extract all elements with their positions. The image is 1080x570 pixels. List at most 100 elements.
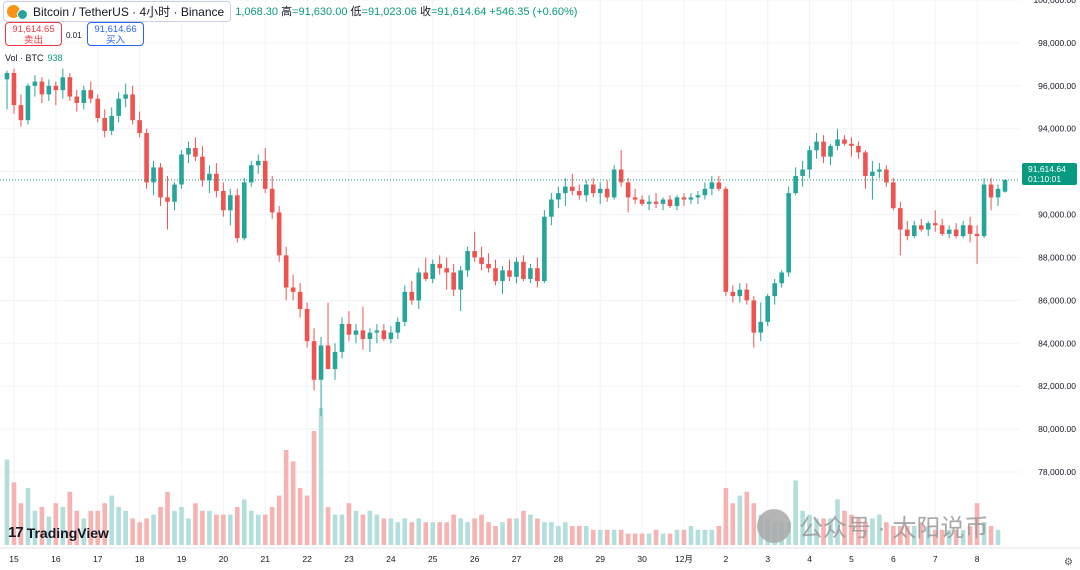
volume-bar — [681, 529, 687, 545]
price-tick-label: 96,000.00 — [1038, 81, 1076, 91]
volume-legend-value: 938 — [47, 53, 63, 63]
candle-body — [779, 272, 784, 284]
volume-bar — [367, 510, 373, 545]
candle-body — [221, 190, 226, 211]
volume-bar — [625, 533, 631, 545]
candle-body — [402, 291, 408, 322]
volume-bar — [207, 510, 212, 545]
volume-bar — [18, 503, 24, 545]
candle-body — [877, 169, 882, 172]
volume-bar — [953, 529, 959, 545]
candle-body — [395, 321, 401, 333]
time-tick-label: 12月 — [675, 554, 693, 564]
volume-bar — [709, 529, 715, 545]
candle-body — [493, 268, 498, 282]
candle-body — [653, 201, 659, 204]
candle-body — [339, 323, 345, 352]
candle-body — [444, 268, 449, 273]
candle-body — [981, 184, 987, 237]
volume-bar — [632, 533, 638, 545]
time-tick-label: 20 — [219, 554, 229, 564]
candle-body — [193, 148, 198, 157]
candle-body — [423, 272, 429, 279]
time-tick-label: 28 — [554, 554, 564, 564]
sell-button[interactable]: 91,614.65 卖出 — [5, 22, 62, 46]
candle-body — [646, 201, 652, 204]
volume-bar — [967, 526, 973, 545]
candle-body — [81, 90, 87, 103]
volume-bar — [88, 510, 94, 545]
tether-coin-icon — [17, 8, 28, 20]
candle-body — [465, 251, 470, 271]
time-tick-label: 22 — [302, 554, 312, 564]
volume-bar — [39, 507, 45, 545]
volume-bar — [744, 491, 750, 545]
volume-bar — [807, 514, 812, 545]
price-tick-label: 90,000.00 — [1038, 210, 1076, 220]
candle-body — [597, 188, 603, 194]
candle-body — [46, 85, 52, 95]
price-tick-label: 98,000.00 — [1038, 38, 1076, 48]
ohlc-close-value: =91,614.64 — [430, 6, 487, 18]
volume-bar — [563, 522, 568, 545]
candle-body — [297, 291, 303, 309]
candle-body — [276, 212, 282, 256]
volume-bar — [346, 503, 352, 545]
candle-body — [353, 330, 359, 335]
volume-bar — [639, 533, 645, 545]
volume-bar — [918, 522, 924, 545]
tradingview-logo[interactable]: 17 TradingView — [8, 524, 109, 541]
candle-body — [549, 199, 554, 217]
time-axis[interactable]: 15 16 17 18 19 20 21 22 23 24 25 26 27 28 29 30 12月 2 3 4 5 6… — [0, 547, 1080, 564]
candle-body — [74, 96, 80, 103]
candle-body — [793, 175, 798, 194]
price-axis[interactable]: 78,000.00 80,000.00 82,000.00 84,000.00 86,0… — [1033, 0, 1076, 477]
price-tick-label: 82,000.00 — [1038, 381, 1076, 391]
volume-bar — [507, 518, 512, 545]
gear-icon[interactable]: ⚙ — [1064, 557, 1073, 568]
volume-bar — [611, 529, 617, 545]
candle-body — [639, 199, 645, 204]
candle-body — [751, 300, 757, 333]
volume-bars — [4, 408, 1001, 545]
candle-body — [569, 186, 575, 191]
candle-body — [130, 94, 135, 121]
volume-bar — [283, 450, 289, 545]
candle-body — [207, 173, 212, 181]
candle-body — [437, 263, 443, 269]
candle-body — [409, 291, 415, 301]
volume-bar — [276, 495, 282, 545]
volume-bar — [576, 526, 582, 545]
time-tick-label: 16 — [51, 554, 61, 564]
volume-bar — [360, 514, 366, 545]
candle-body — [458, 270, 463, 290]
volume-bar — [67, 491, 73, 545]
candle-body — [479, 257, 484, 264]
candle-body — [904, 229, 910, 237]
volume-bar — [549, 522, 554, 545]
volume-bar — [304, 495, 310, 545]
volume-bar — [493, 526, 498, 545]
volume-bar — [172, 510, 177, 545]
time-tick-label: 19 — [177, 554, 187, 564]
volume-legend[interactable]: Vol · BTC 938 — [5, 53, 63, 63]
candle-body — [381, 330, 387, 340]
volume-bar — [932, 529, 938, 545]
buy-button[interactable]: 91,614.66 买入 — [87, 22, 144, 46]
volume-bar — [618, 529, 624, 545]
volume-bar — [374, 514, 380, 545]
chart-header: Bitcoin / TetherUS · 4小时 · Binance 1,068… — [0, 0, 577, 22]
price-tick-label: 100,000.00 — [1033, 0, 1076, 5]
volume-bar — [290, 461, 296, 545]
candle-body — [765, 296, 771, 322]
volume-bar — [325, 507, 331, 545]
volume-bar — [856, 518, 861, 545]
candle-body — [967, 225, 973, 234]
symbol-selector[interactable]: Bitcoin / TetherUS · 4小时 · Binance — [3, 0, 232, 22]
candle-body — [290, 287, 296, 292]
volume-bar — [241, 499, 247, 545]
candle-body — [214, 173, 219, 191]
time-tick-label: 30 — [637, 554, 647, 564]
volume-bar — [186, 518, 191, 545]
